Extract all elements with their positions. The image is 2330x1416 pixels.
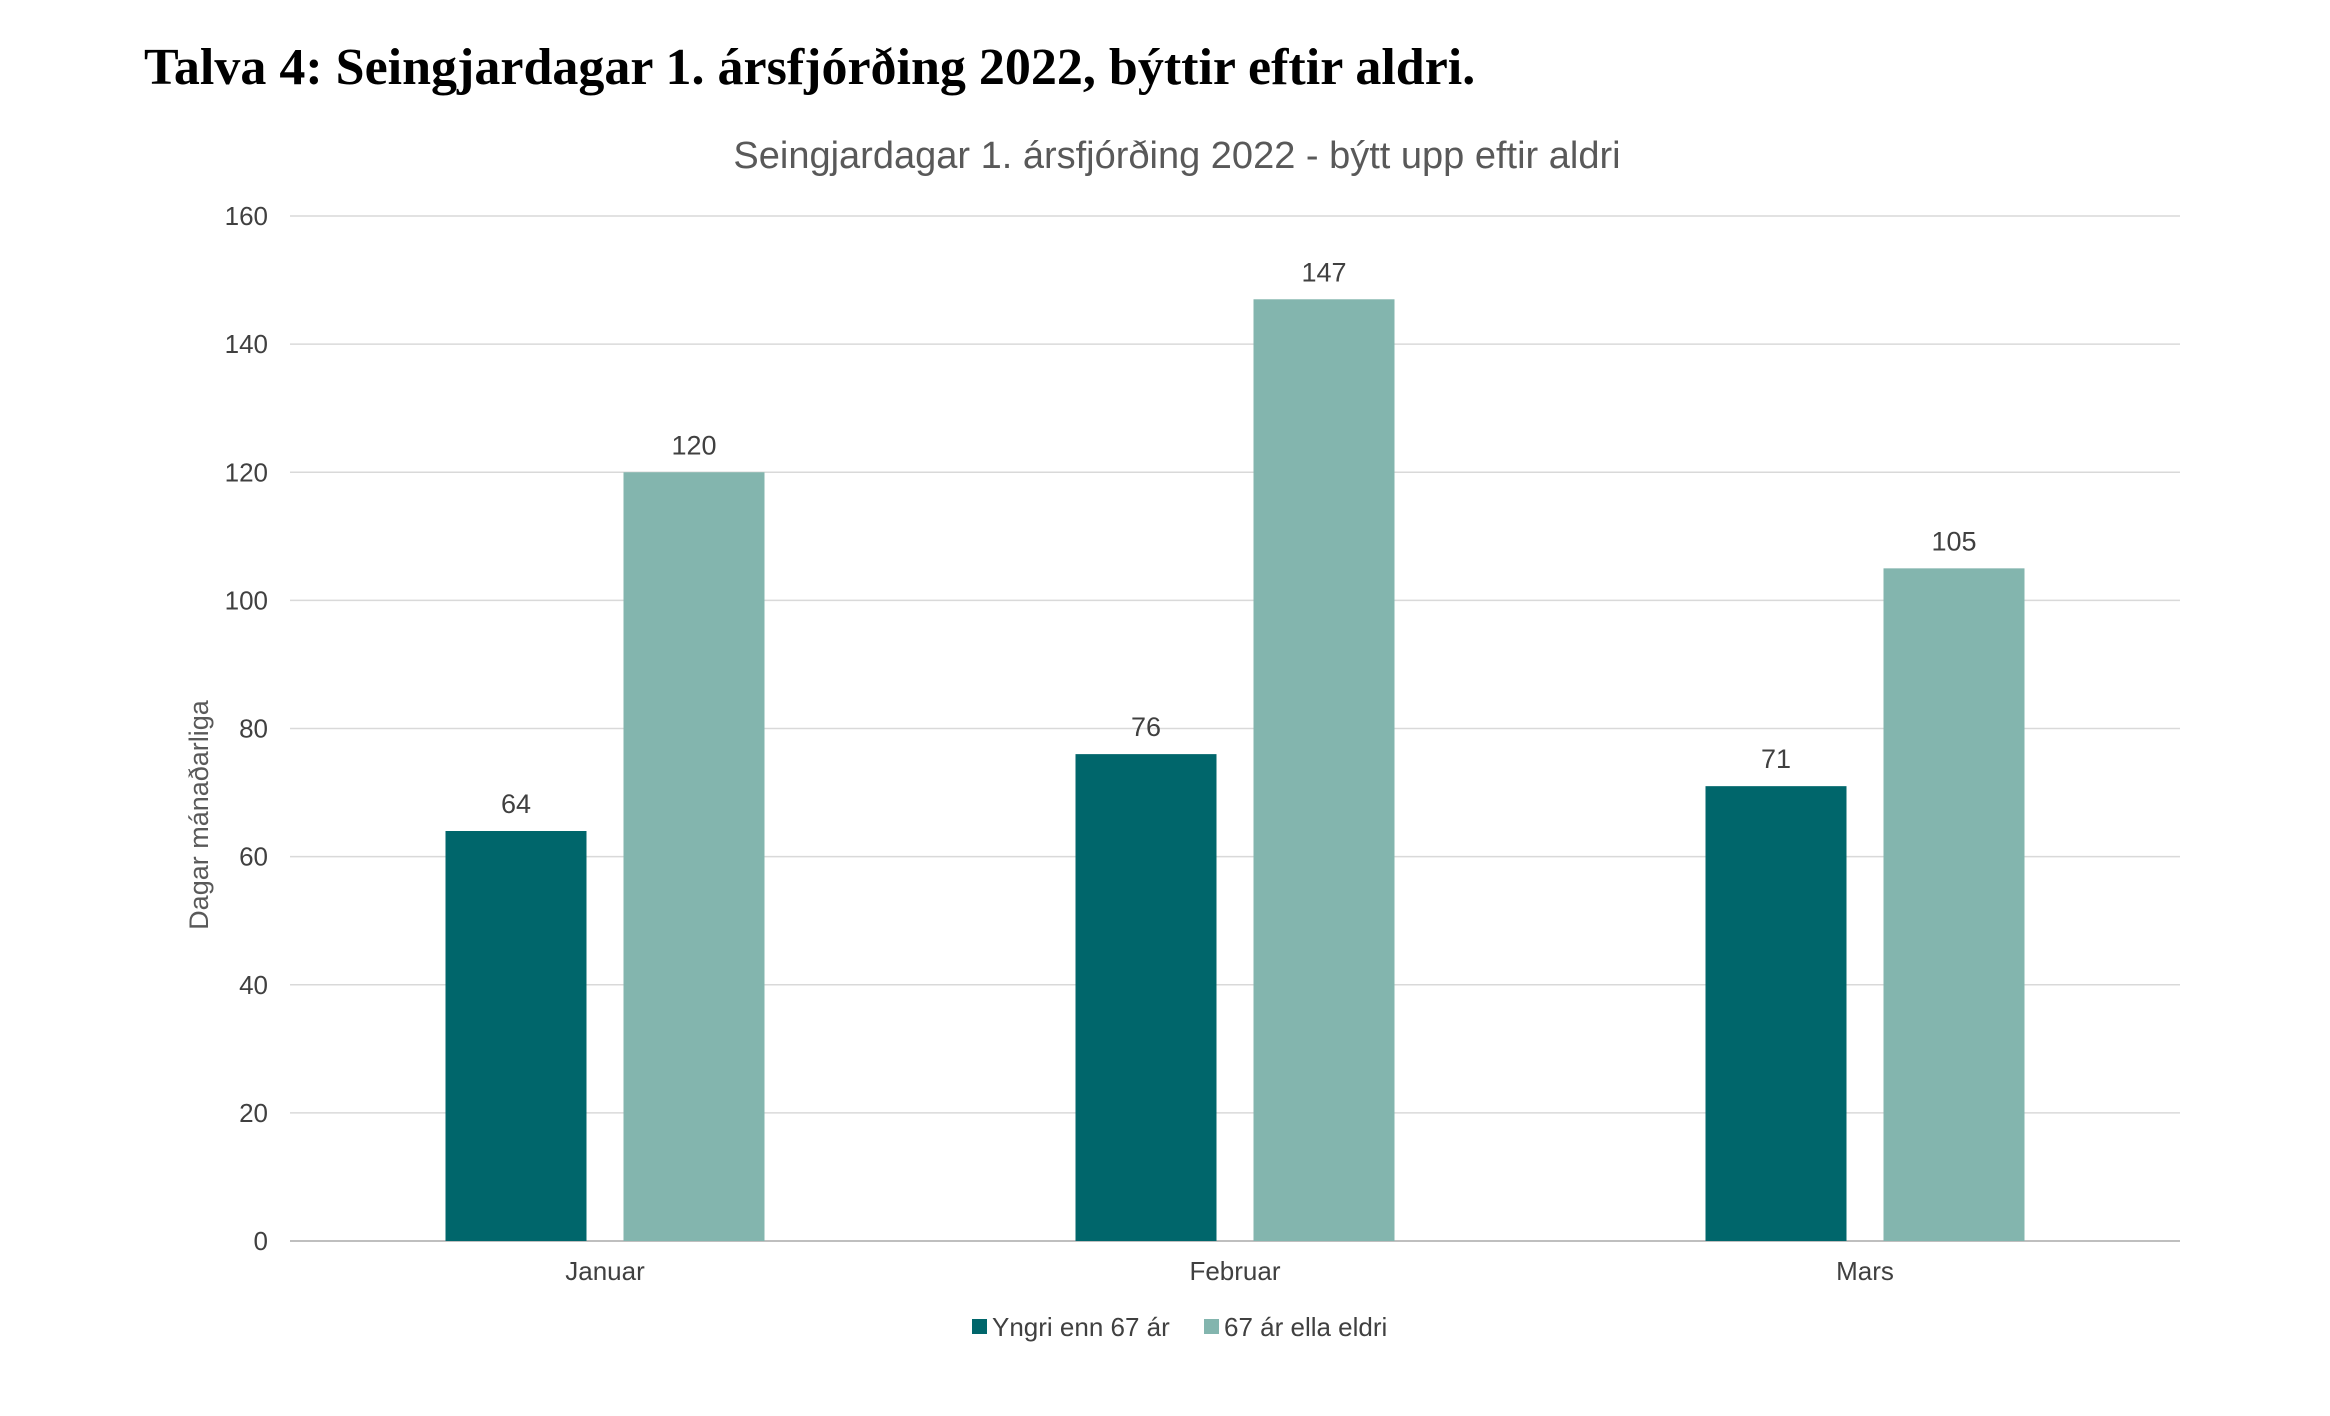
gridlines (290, 215, 2180, 1242)
bar-mars-series-2 (1883, 568, 2025, 1241)
legend-label: Yngri enn 67 ár (992, 1312, 1170, 1342)
data-label: 71 (1761, 744, 1791, 774)
y-tick-label: 100 (225, 585, 268, 615)
document-heading: Talva 4: Seingjardagar 1. ársfjórðing 20… (144, 39, 1476, 96)
legend-swatch (972, 1319, 987, 1334)
y-tick-label: 140 (225, 329, 268, 359)
bar-februar-series-1 (1075, 754, 1217, 1241)
y-tick-label: 160 (225, 201, 268, 231)
x-tick-label: Mars (1836, 1256, 1894, 1286)
y-tick-label: 0 (254, 1226, 268, 1256)
y-axis-ticks: 0 20 40 60 80 100 120 140 160 (225, 201, 268, 1256)
x-tick-label: Januar (565, 1256, 645, 1286)
bar-januar-series-1 (445, 831, 587, 1241)
data-label: 76 (1131, 712, 1161, 742)
bar-februar-series-2 (1253, 299, 1395, 1241)
legend-swatch (1204, 1319, 1219, 1334)
legend: Yngri enn 67 ár 67 ár ella eldri (972, 1312, 1387, 1342)
category-labels: Januar Februar Mars (565, 1256, 1894, 1286)
y-tick-label: 60 (239, 842, 268, 872)
x-tick-label: Februar (1189, 1256, 1280, 1286)
chart-title: Seingjardagar 1. ársfjórðing 2022 - býtt… (733, 135, 1620, 177)
y-tick-label: 40 (239, 970, 268, 1000)
bar-mars-series-1 (1705, 786, 1847, 1241)
y-tick-label: 80 (239, 714, 268, 744)
y-tick-label: 120 (225, 457, 268, 487)
data-label: 64 (501, 789, 531, 819)
data-label: 105 (1931, 526, 1976, 556)
bar-januar-series-2 (623, 472, 765, 1241)
bars (445, 299, 2025, 1241)
data-label: 147 (1301, 257, 1346, 287)
y-tick-label: 20 (239, 1098, 268, 1128)
data-labels: 64 120 76 147 71 105 (501, 257, 1977, 819)
y-axis-label: Dagar mánaðarliga (184, 699, 214, 930)
legend-label: 67 ár ella eldri (1224, 1312, 1387, 1342)
data-label: 120 (671, 430, 716, 460)
